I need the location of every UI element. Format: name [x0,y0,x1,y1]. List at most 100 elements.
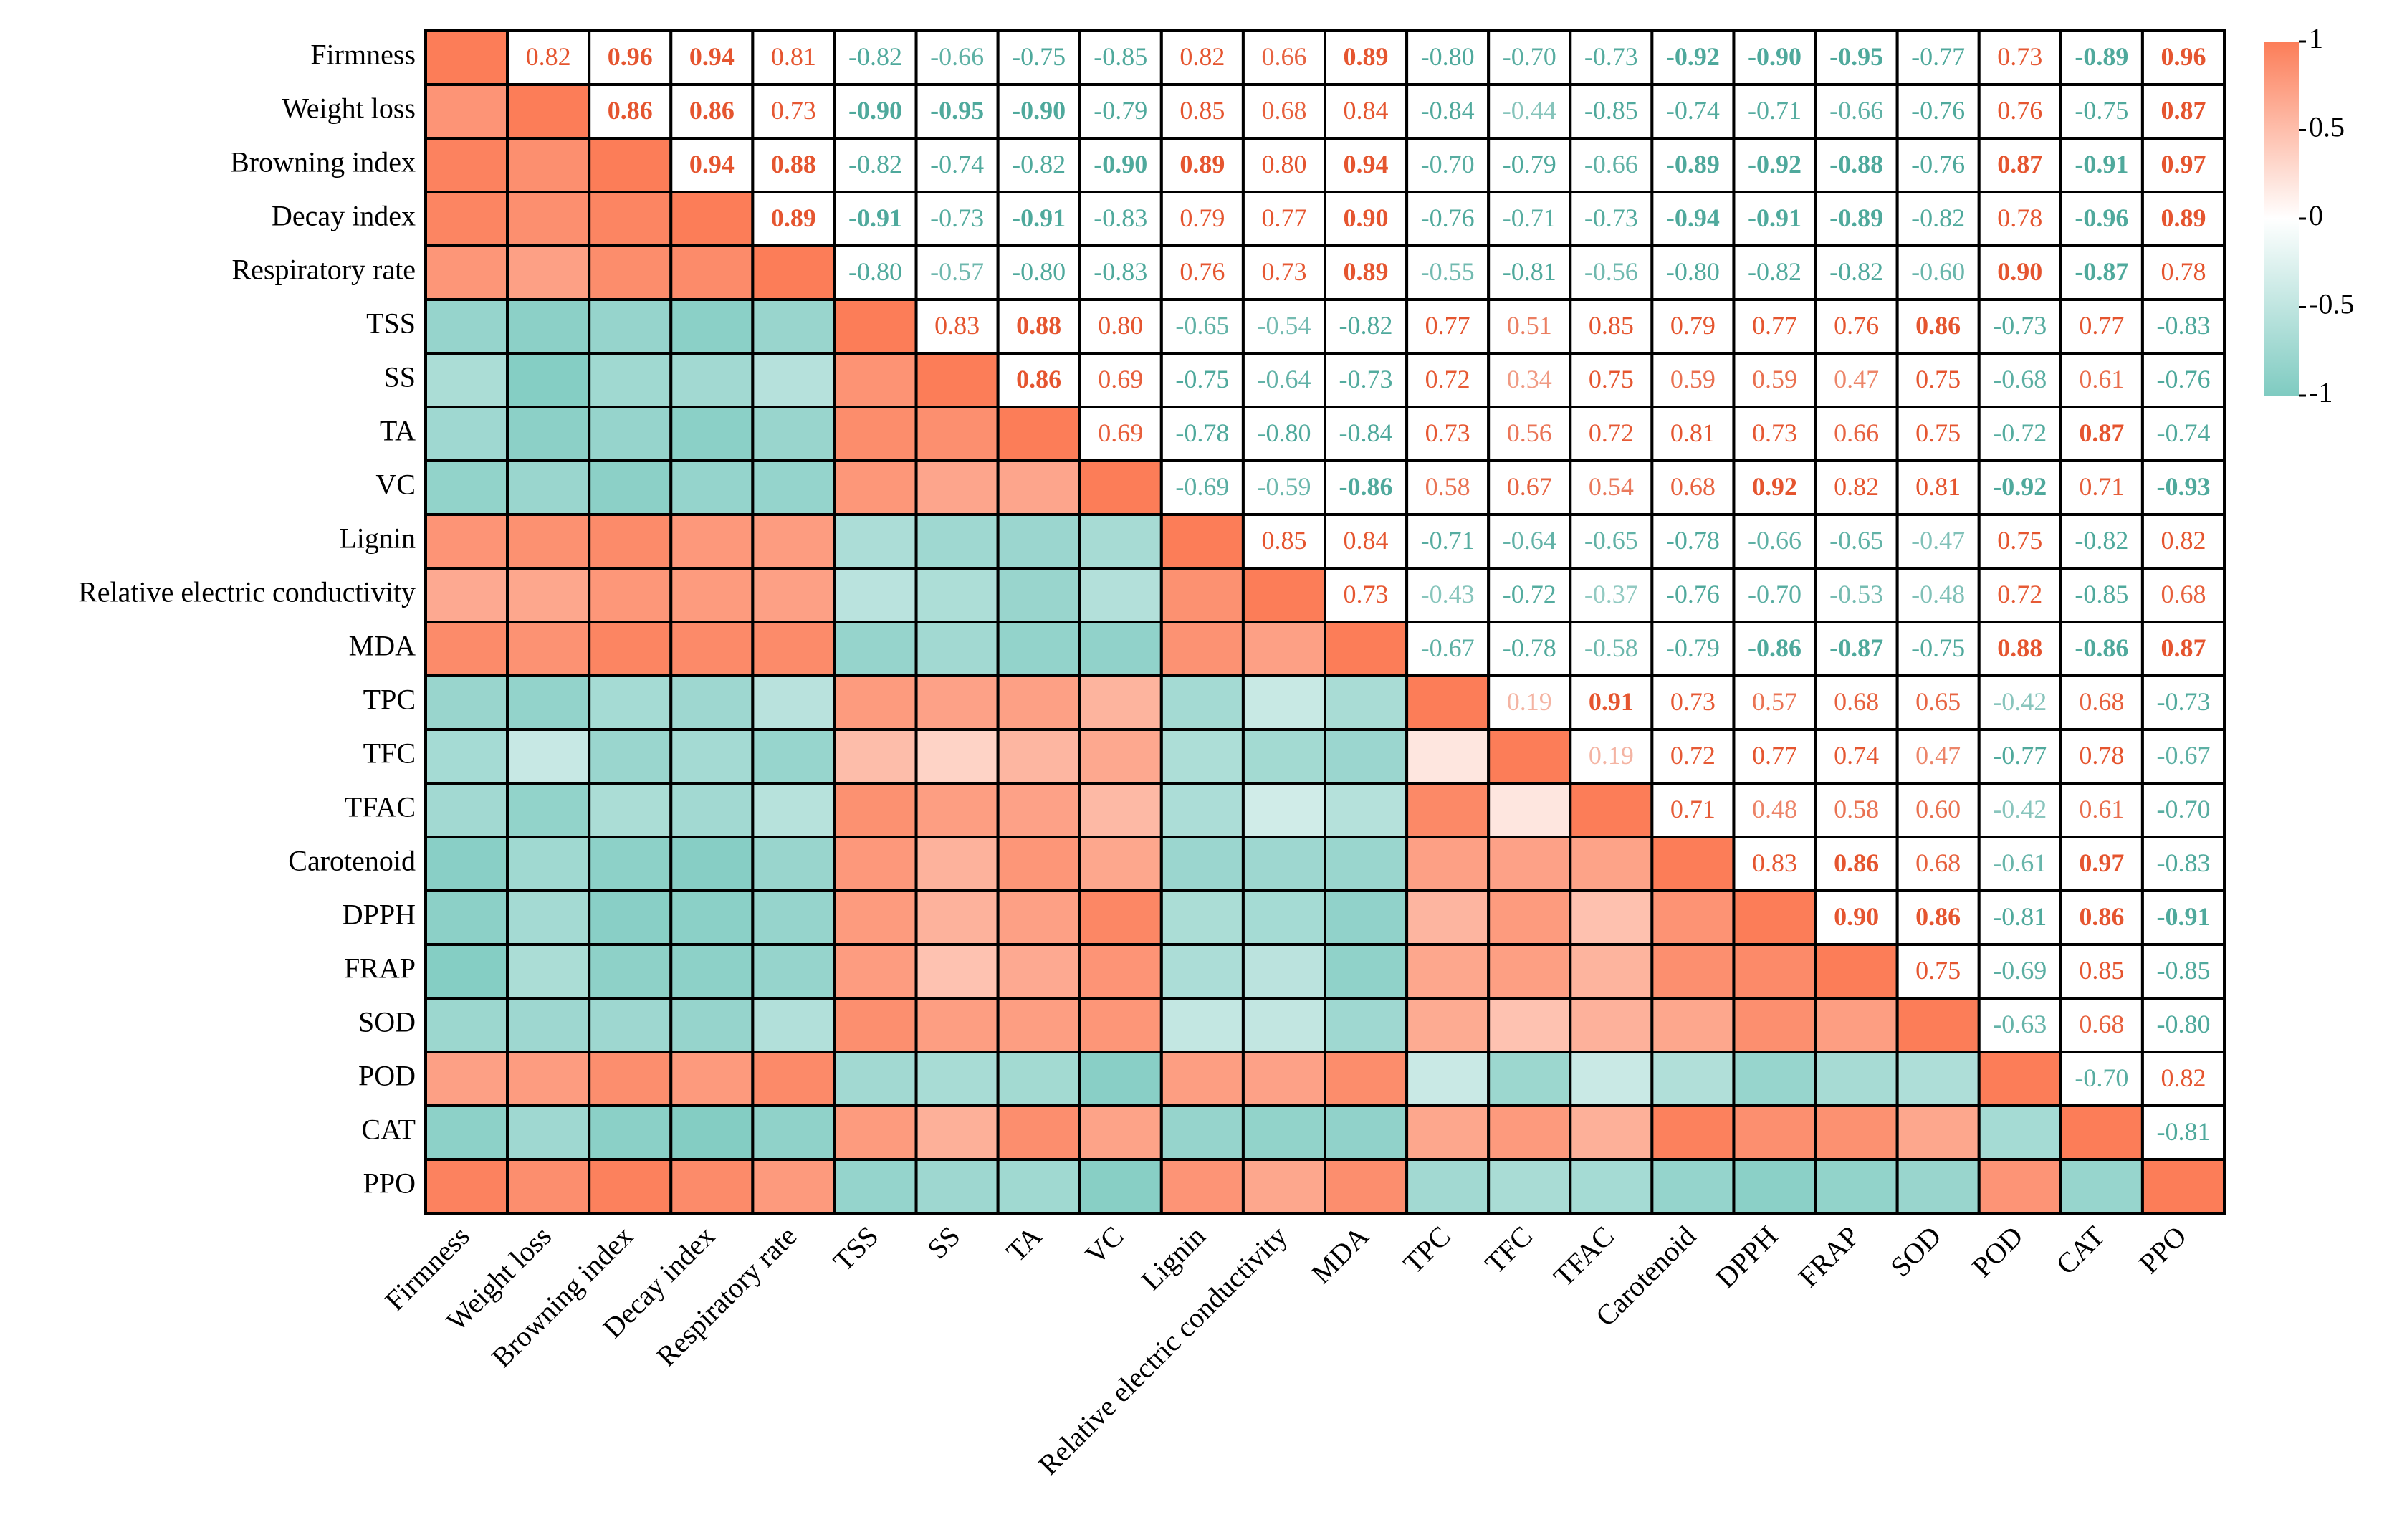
cell [669,191,755,247]
row-label: PPO [363,1167,416,1200]
value-label: -0.79 [1094,96,1147,125]
value-label: -0.78 [1503,633,1556,662]
value-label: -0.80 [1257,419,1311,447]
value-label: -0.91 [2075,150,2128,178]
value-label: -0.59 [1257,472,1311,501]
cell [506,836,591,892]
value-label: -0.74 [930,150,984,178]
cell [1814,674,1899,731]
value-label: -0.66 [1748,526,1802,555]
row-label: TFC [363,737,416,770]
value-label: 0.94 [1344,150,1389,178]
value-label: 0.66 [1261,42,1306,71]
value-label: -0.94 [1666,204,1720,232]
cell [506,406,591,462]
value-label: -0.66 [1829,96,1883,125]
value-label: 0.77 [1752,311,1797,340]
row-label: TFAC [345,791,416,823]
value-label: -0.71 [1421,526,1475,555]
cell [1977,1158,2062,1215]
value-label: 0.86 [1016,365,1061,393]
value-label: 0.84 [1344,96,1389,125]
row-label: Decay index [272,200,416,232]
cell [1159,406,1245,462]
row-label: CAT [361,1114,416,1146]
value-label: 0.73 [1752,419,1797,447]
value-label: 0.47 [1915,741,1961,770]
cell [996,567,1081,623]
cell [996,298,1081,355]
cell [588,191,673,247]
cell [424,29,509,86]
value-label: 0.73 [771,96,816,125]
cell [914,782,1000,838]
cell [833,298,918,355]
value-label: -0.55 [1421,257,1475,286]
cell [1732,836,1817,892]
cell [914,728,1000,785]
value-label: 0.79 [1180,204,1225,232]
cell [588,1104,673,1161]
cell [1569,29,1654,86]
value-label: 0.90 [1997,257,2042,286]
cell [588,728,673,785]
value-label: -0.47 [1911,526,1965,555]
cell [669,406,755,462]
value-label: -0.96 [2075,204,2128,232]
cell [914,621,1000,677]
value-label: 0.82 [1180,42,1225,71]
cell [1487,1158,1572,1215]
cell [996,406,1081,462]
cell [1241,889,1326,946]
value-label: -0.76 [1666,580,1720,608]
colorbar-tick-label: 0.5 [2309,111,2345,143]
cell [1159,137,1245,193]
cell [751,191,836,247]
cell [833,674,918,731]
value-label: 0.59 [1752,365,1797,393]
value-label: 0.77 [1425,311,1470,340]
cell [1405,29,1491,86]
cell [1078,567,1163,623]
cell [424,1158,509,1215]
cell [751,836,836,892]
cell [1159,83,1245,140]
cell [996,83,1081,140]
cell [1241,352,1326,408]
cell [1241,406,1326,462]
cell [1159,728,1245,785]
cell [1078,244,1163,301]
value-label: 0.51 [1507,311,1552,340]
cell [588,567,673,623]
cell [914,836,1000,892]
cell [1405,1104,1491,1161]
cell [1814,29,1899,86]
cell [424,567,509,623]
value-label: 0.73 [1344,580,1389,608]
value-label: -0.80 [1012,257,1066,286]
cell [996,1158,1081,1215]
cell [1078,459,1163,516]
cell [1159,943,1245,1000]
value-label: 0.75 [1589,365,1634,393]
cell [1324,782,1409,838]
cell [669,943,755,1000]
cell [424,674,509,731]
cell [996,137,1081,193]
cell [1569,1104,1654,1161]
cell [914,997,1000,1053]
cell [1650,1158,1736,1215]
value-label: -0.79 [1503,150,1556,178]
cell [1732,997,1817,1053]
value-label: 0.94 [689,42,735,71]
value-label: -0.58 [1584,633,1638,662]
column-label: SS [921,1220,966,1265]
cell [1241,728,1326,785]
column-label: SOD [1884,1220,1947,1283]
value-label: 0.83 [934,311,980,340]
value-label: 0.34 [1507,365,1552,393]
cell [1814,1051,1899,1107]
cell [2059,728,2144,785]
cell [588,889,673,946]
cell [1405,1158,1491,1215]
